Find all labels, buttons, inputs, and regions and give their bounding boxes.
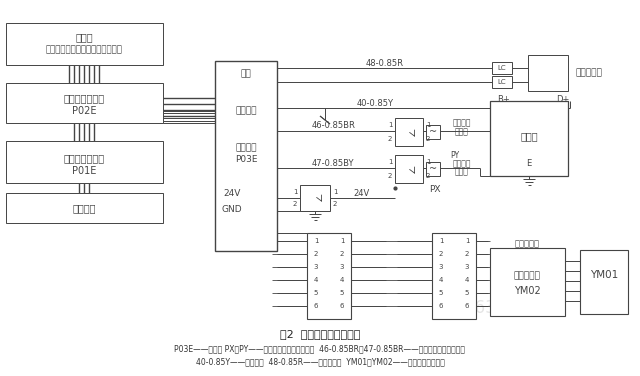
FancyBboxPatch shape (215, 61, 277, 251)
Text: P02E: P02E (72, 106, 96, 116)
Text: 3: 3 (465, 264, 469, 270)
Text: 1: 1 (292, 189, 297, 195)
Text: 46-0.85BR: 46-0.85BR (312, 121, 356, 130)
Text: 2: 2 (426, 136, 430, 142)
Text: P03E: P03E (235, 156, 257, 165)
FancyBboxPatch shape (395, 118, 423, 146)
Text: 转速传感器: 转速传感器 (576, 68, 603, 77)
Text: 传感器: 传感器 (455, 167, 469, 176)
Text: 2: 2 (465, 251, 469, 257)
Text: 油门控制器: 油门控制器 (515, 240, 540, 249)
Text: 2: 2 (333, 201, 337, 207)
FancyBboxPatch shape (300, 185, 330, 211)
Text: 2: 2 (314, 251, 318, 257)
Text: 5: 5 (465, 290, 469, 296)
Text: 2: 2 (340, 251, 344, 257)
Text: 1: 1 (340, 238, 344, 244)
Text: 3: 3 (439, 264, 444, 270)
FancyBboxPatch shape (492, 62, 512, 74)
Text: LC: LC (498, 65, 506, 71)
Text: P01E: P01E (72, 166, 96, 176)
Text: ~: ~ (429, 127, 437, 137)
Text: 4: 4 (465, 277, 469, 283)
Text: D+: D+ (556, 94, 570, 103)
Text: PX: PX (429, 185, 441, 194)
Text: 1: 1 (388, 159, 392, 165)
FancyBboxPatch shape (528, 55, 568, 91)
FancyBboxPatch shape (6, 23, 163, 65)
Text: 发电信号: 发电信号 (236, 106, 257, 115)
Text: ~: ~ (429, 164, 437, 174)
FancyBboxPatch shape (6, 193, 163, 223)
Text: 24V: 24V (223, 188, 241, 197)
FancyBboxPatch shape (580, 250, 628, 314)
Text: 2: 2 (426, 173, 430, 179)
Text: PY: PY (451, 152, 460, 161)
Text: 2: 2 (388, 173, 392, 179)
Text: 40-0.85Y: 40-0.85Y (356, 99, 394, 108)
Text: 5: 5 (439, 290, 443, 296)
Text: 5: 5 (314, 290, 318, 296)
FancyBboxPatch shape (6, 141, 163, 183)
Text: YM01: YM01 (590, 270, 618, 280)
Text: 菜单设定: 菜单设定 (72, 203, 96, 213)
Text: 40-0.85Y——电信号线  48-0.85R——转速信号线  YM01、YM02——油门控制器接线板: 40-0.85Y——电信号线 48-0.85R——转速信号线 YM01、YM02… (196, 358, 444, 367)
Text: LC: LC (498, 79, 506, 85)
Text: 48-0.85R: 48-0.85R (366, 59, 404, 68)
Text: 2: 2 (439, 251, 443, 257)
FancyBboxPatch shape (432, 233, 476, 319)
Text: 先导压力: 先导压力 (452, 118, 471, 127)
Text: P03E——线路板 PX、PY——先导压力继电器压力开关  46-0.85BR、47-0.85BR——先导压力继电器连接线: P03E——线路板 PX、PY——先导压力继电器压力开关 46-0.85BR、4… (175, 344, 465, 353)
Text: 1: 1 (426, 159, 430, 165)
FancyBboxPatch shape (490, 248, 565, 316)
Text: 图2  柴油机油门控制系统: 图2 柴油机油门控制系统 (280, 329, 360, 339)
FancyBboxPatch shape (395, 155, 423, 183)
Text: E: E (526, 159, 532, 167)
Text: 2: 2 (293, 201, 297, 207)
Text: 4: 4 (340, 277, 344, 283)
FancyBboxPatch shape (426, 125, 440, 139)
Text: 6: 6 (439, 303, 444, 309)
Text: 操作信号: 操作信号 (236, 144, 257, 153)
Text: 6: 6 (340, 303, 344, 309)
Text: YM02: YM02 (514, 286, 540, 296)
Text: B+: B+ (497, 94, 509, 103)
Text: 2: 2 (388, 136, 392, 142)
Text: 显示控制电路板: 显示控制电路板 (63, 93, 104, 103)
Text: 油门控制器: 油门控制器 (513, 271, 540, 280)
Text: 3: 3 (314, 264, 318, 270)
Text: 1: 1 (465, 238, 469, 244)
Text: 4: 4 (314, 277, 318, 283)
Text: 发电机: 发电机 (520, 131, 538, 141)
Text: 1: 1 (439, 238, 444, 244)
FancyBboxPatch shape (426, 162, 440, 176)
Text: 测速: 测速 (241, 70, 252, 79)
FancyBboxPatch shape (490, 101, 568, 176)
Text: 4: 4 (439, 277, 443, 283)
Text: 47-0.85BY: 47-0.85BY (312, 159, 355, 167)
Text: 6: 6 (314, 303, 318, 309)
Text: 先导压力: 先导压力 (452, 159, 471, 168)
Text: 按键控制电路板: 按键控制电路板 (63, 153, 104, 163)
Text: 1: 1 (333, 189, 337, 195)
Text: 1: 1 (314, 238, 318, 244)
Text: 24V: 24V (354, 188, 370, 197)
Text: （油位、水温、时间、工作状态）: （油位、水温、时间、工作状态） (45, 45, 122, 55)
Text: 5: 5 (340, 290, 344, 296)
Text: 传感器: 传感器 (455, 127, 469, 136)
FancyBboxPatch shape (492, 76, 512, 88)
Text: www.6300.net: www.6300.net (430, 299, 550, 317)
Text: 1: 1 (426, 122, 430, 128)
Text: 1: 1 (388, 122, 392, 128)
Text: 3: 3 (340, 264, 344, 270)
FancyBboxPatch shape (307, 233, 351, 319)
Text: 6: 6 (465, 303, 469, 309)
Text: 显示屏: 显示屏 (75, 32, 93, 42)
FancyBboxPatch shape (6, 83, 163, 123)
Text: GND: GND (221, 205, 243, 214)
